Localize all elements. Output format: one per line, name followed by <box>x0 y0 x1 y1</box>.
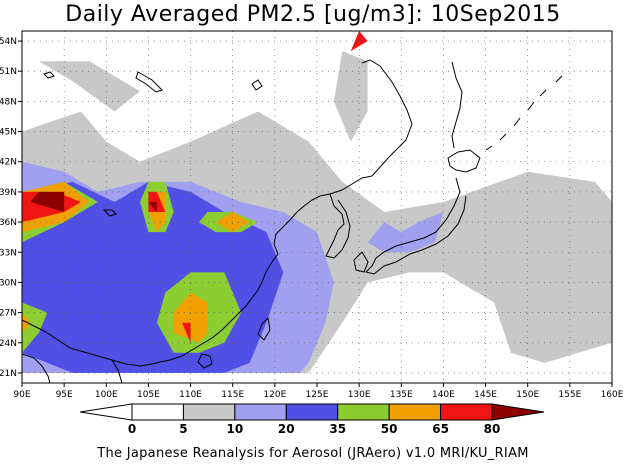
coastline <box>365 195 467 275</box>
lon-tick-label: 105E <box>137 390 160 400</box>
lon-tick-label: 95E <box>56 390 73 400</box>
coastline <box>451 61 463 149</box>
colorbar-bin <box>337 403 390 421</box>
longitude-axis: 90E 95E 100E 105E 110E 115E 120E 125E 130E 135E 14… <box>13 383 624 400</box>
colorbar-bin <box>440 403 493 421</box>
coastline <box>257 316 271 341</box>
colorbar-tick-label: 35 <box>329 422 346 436</box>
lat-tick-label: 21N <box>0 369 17 379</box>
lat-tick-label: 33N <box>0 248 17 258</box>
colorbar-tick-label: 80 <box>484 422 501 436</box>
lat-tick-label: 54N <box>0 37 17 47</box>
coastline <box>197 353 213 369</box>
lon-tick-label: 120E <box>263 390 286 400</box>
coastline <box>21 319 161 367</box>
latitude-axis: 54N 51N 48N 45N 42N 39N 36N 33N 30N 27N 24N 21N <box>0 37 22 379</box>
lon-tick-label: 150E <box>516 390 539 400</box>
lon-tick-label: 145E <box>474 390 497 400</box>
coastline <box>135 71 163 93</box>
coastline <box>251 79 263 91</box>
lon-tick-label: 110E <box>179 390 202 400</box>
coastline <box>375 177 461 259</box>
coastline <box>353 251 369 273</box>
lon-tick-label: 125E <box>306 390 329 400</box>
coastline <box>43 71 55 79</box>
map-title: Daily Averaged PM2.5 [ug/m3]: 10Sep2015 <box>65 2 561 27</box>
lat-tick-label: 39N <box>0 188 17 198</box>
lon-tick-label: 140E <box>432 390 455 400</box>
coastline <box>111 359 123 384</box>
coastline <box>283 175 373 227</box>
lat-tick-label: 45N <box>0 128 17 138</box>
coastline <box>102 209 117 217</box>
colorbar-tick-label: 20 <box>278 422 295 436</box>
lon-tick-label: 155E <box>558 390 581 400</box>
region-darkred-west <box>30 191 65 212</box>
colorbar-tick-label: 5 <box>179 422 187 436</box>
lon-tick-label: 90E <box>13 390 30 400</box>
region-green-west-south <box>22 302 48 353</box>
region-darkred-sichuan <box>148 202 157 212</box>
coastline <box>361 59 413 177</box>
lon-tick-label: 160E <box>601 390 624 400</box>
coastline <box>159 321 231 363</box>
footer-credit: The Japanese Reanalysis for Aerosol (JRA… <box>97 446 529 461</box>
lon-tick-label: 100E <box>95 390 118 400</box>
colorbar-bin <box>285 403 339 421</box>
lon-tick-label: 135E <box>390 390 413 400</box>
lat-tick-label: 27N <box>0 309 17 319</box>
region-red-south <box>182 322 191 343</box>
lat-tick-label: 42N <box>0 158 17 168</box>
coastline <box>229 225 285 323</box>
colorbar-bin <box>182 403 236 421</box>
colorbar-tick-label: 0 <box>128 422 136 436</box>
colorbar-bin <box>234 403 287 421</box>
coastline <box>485 75 563 151</box>
colorbar-bin <box>131 403 184 421</box>
lat-tick-label: 30N <box>0 278 17 288</box>
coastline <box>21 353 51 384</box>
lat-tick-label: 51N <box>0 67 17 77</box>
colorbar-tick-label: 10 <box>227 422 244 436</box>
lon-tick-label: 130E <box>348 390 371 400</box>
colorbar-tick-label: 50 <box>381 422 398 436</box>
lat-tick-label: 24N <box>0 339 17 349</box>
colorbar-tick-label: 65 <box>432 422 449 436</box>
concentration-regions <box>22 31 612 373</box>
colorbar: 0 5 10 20 35 50 65 80 <box>79 403 545 436</box>
colorbar-low-arrow <box>79 403 133 421</box>
colorbar-bin <box>388 403 442 421</box>
region-orange-south <box>173 292 208 343</box>
coastlines <box>21 59 563 384</box>
region-red-north <box>350 31 368 52</box>
gridlines <box>22 31 612 383</box>
lon-tick-label: 115E <box>221 390 244 400</box>
colorbar-high-arrow <box>491 403 545 421</box>
coastline <box>325 193 351 259</box>
lat-tick-label: 36N <box>0 218 17 228</box>
region-red-sichuan <box>148 191 166 212</box>
lat-tick-label: 48N <box>0 97 17 107</box>
coastline <box>447 149 481 173</box>
